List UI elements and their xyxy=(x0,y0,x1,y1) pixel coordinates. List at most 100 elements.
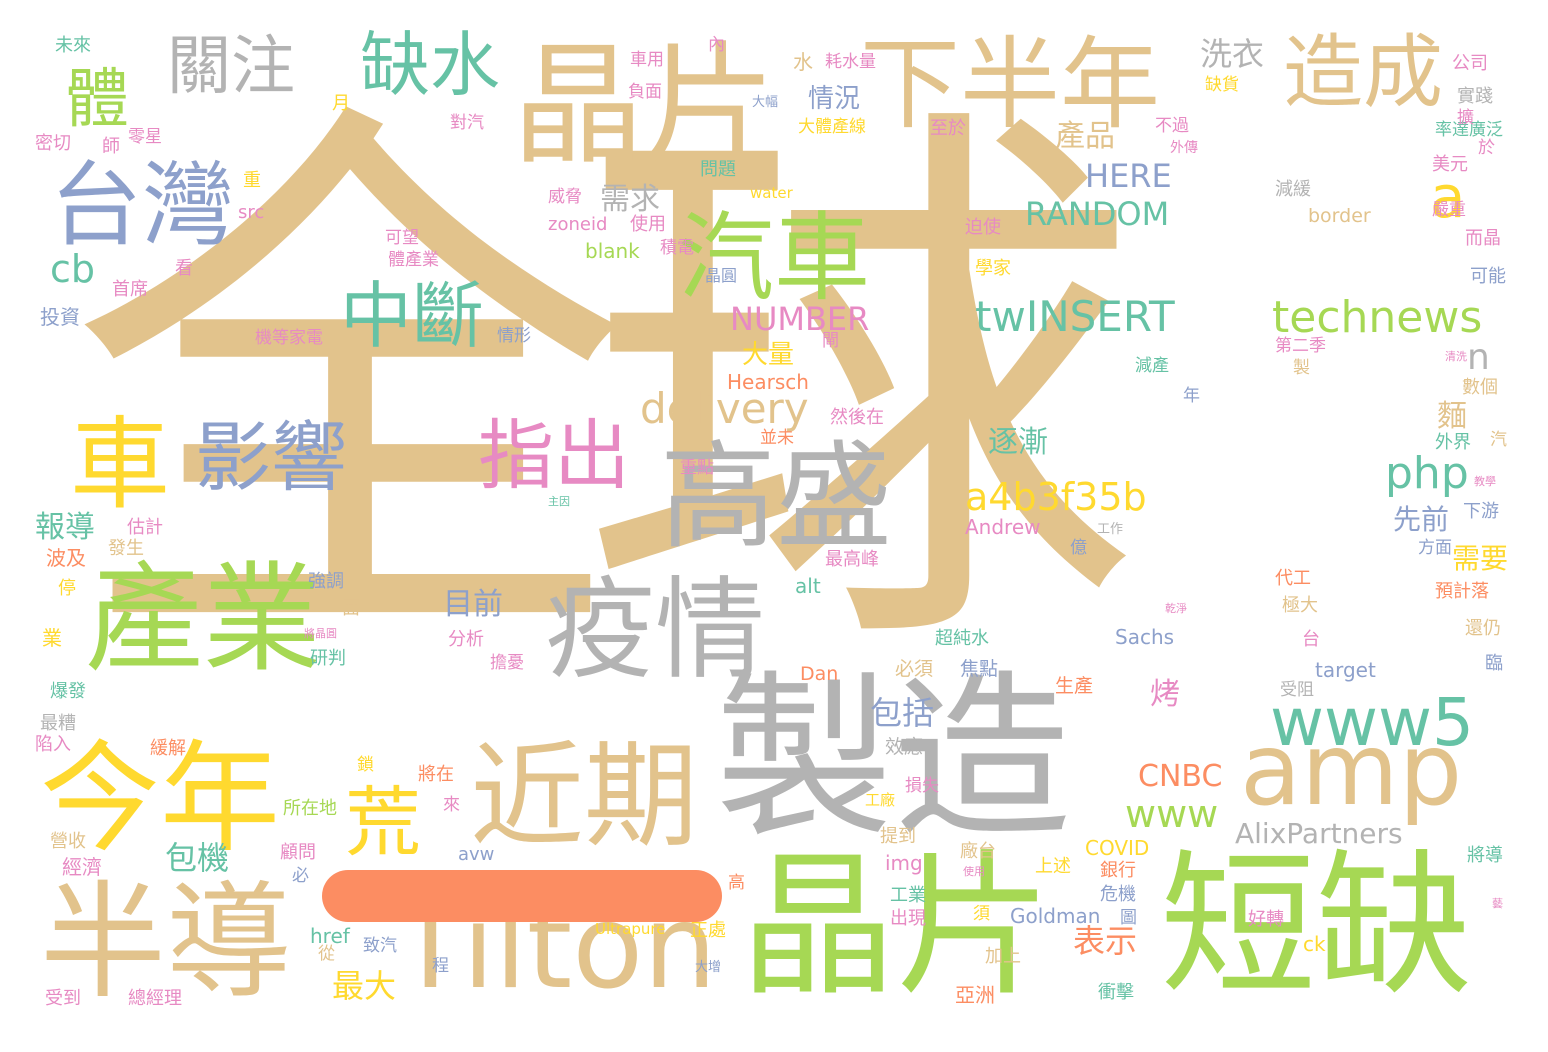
word-avw: avw xyxy=(458,846,494,864)
word-ye: 業 xyxy=(42,628,62,648)
word-dazeng: 大增 xyxy=(695,961,721,974)
word-mian: 麵 xyxy=(1437,402,1467,432)
word-jidian: 積電 xyxy=(660,240,694,257)
word-baokuo: 包括 xyxy=(870,697,934,729)
word-target: target xyxy=(1315,660,1376,680)
word-dan: Dan xyxy=(800,665,838,684)
word-fangmian: 方面 xyxy=(1418,540,1452,557)
word-fasheng: 發生 xyxy=(108,540,144,558)
word-taiwan: 台灣 xyxy=(50,160,234,252)
word-here: HERE xyxy=(1085,160,1172,192)
word-huanreng: 還仍 xyxy=(1465,620,1501,638)
word-qi: 汽 xyxy=(1490,432,1507,449)
word-chanye: 產業 xyxy=(85,560,321,678)
word-shengchan: 生產 xyxy=(1055,677,1093,696)
word-href: href xyxy=(310,926,350,946)
word-cb: cb xyxy=(50,250,95,288)
word-kan: 看 xyxy=(175,260,193,278)
word-zhujian: 逐漸 xyxy=(988,428,1048,458)
word-guanzhu: 關注 xyxy=(167,35,295,99)
word-zuigaofeng: 最高峰 xyxy=(825,551,879,569)
word-chongji: 衝擊 xyxy=(1098,984,1134,1002)
word-blank: blank xyxy=(585,241,640,261)
word-a4b3f35b: a4b3f35b xyxy=(965,478,1147,516)
word-tu: 圖 xyxy=(1120,910,1137,927)
word-cnbc: CNBC xyxy=(1138,762,1222,792)
word-zuizao: 最糟 xyxy=(40,715,76,733)
word-keneng: 可能 xyxy=(1470,268,1506,286)
word-wailun: 外傳 xyxy=(1170,141,1198,155)
word-kewang: 可望 xyxy=(385,230,419,247)
word-fumian: 負面 xyxy=(628,84,662,101)
word-meiyuan: 美元 xyxy=(1432,156,1468,174)
word-number: NUMBER xyxy=(730,303,869,335)
word-gongsi: 公司 xyxy=(1452,55,1488,73)
word-jiajing: 加上 xyxy=(985,948,1021,966)
word-xianqian: 先前 xyxy=(1393,506,1449,534)
word-jidengjiadian: 機等家電 xyxy=(255,330,323,347)
word-yinhang: 銀行 xyxy=(1100,862,1136,880)
word-twinsert: twINSERT xyxy=(975,296,1175,338)
word-suozaidi: 所在地 xyxy=(283,800,337,818)
word-yanpan: 研判 xyxy=(310,650,346,668)
orange-dash-glyph xyxy=(322,870,722,922)
word-xuejia: 學家 xyxy=(975,260,1011,278)
word-kuo: 擴 xyxy=(1457,110,1474,127)
word-yujidang: 預計落 xyxy=(1435,583,1489,601)
word-zhichu: 指出 xyxy=(478,418,630,494)
word-qiangdiao: 強調 xyxy=(308,573,344,591)
word-yingxiang: 影響 xyxy=(195,420,347,496)
word-tai: 台 xyxy=(1302,631,1320,649)
word-dierji: 第二季 xyxy=(1275,338,1326,355)
word-zhuanshou: 營收 xyxy=(50,833,86,851)
word-shi: 師 xyxy=(102,138,120,156)
word-gongzuo: 工作 xyxy=(1097,523,1123,536)
word-shouxi: 首席 xyxy=(112,281,148,299)
word-hearsch: Hearsch xyxy=(727,372,809,392)
word-cheng: 程 xyxy=(432,958,449,975)
word-ultrapure: Ultrapure xyxy=(595,922,665,937)
word-zhongjing: 將晶圓 xyxy=(304,628,337,639)
word-chexing: 車用 xyxy=(630,52,664,69)
word-xianru: 陷入 xyxy=(35,736,71,754)
word-datichanxian: 大體產線 xyxy=(798,119,866,136)
word-qingkuang: 情況 xyxy=(808,86,860,112)
word-yu: 於 xyxy=(1478,140,1495,157)
word-andrew: Andrew xyxy=(965,517,1041,537)
word-gai: 閘 xyxy=(822,333,839,350)
word-goldman: Goldman xyxy=(1010,906,1100,926)
word-gao: 高 xyxy=(728,875,745,892)
word-ck: ck xyxy=(1303,934,1326,954)
word-xiayou: 下游 xyxy=(1463,503,1499,521)
word-shoudao: 受到 xyxy=(45,990,81,1008)
word-xuyao: 需要 xyxy=(1452,545,1508,573)
word-shiyong: 使用 xyxy=(630,216,666,234)
word-jiangdao: 將導 xyxy=(1467,847,1503,865)
word-ganjing: 乾淨 xyxy=(1165,603,1187,614)
word-zhongduan: 中斷 xyxy=(340,280,484,352)
word-mianlai: 面 xyxy=(342,600,360,618)
word-baofa: 爆發 xyxy=(50,683,86,701)
word-kao: 烤 xyxy=(1150,680,1180,710)
word-touzi: 投資 xyxy=(40,307,80,327)
word-water: water xyxy=(750,186,793,201)
word-zhiyu: 至於 xyxy=(930,120,966,138)
word-fenxi: 分析 xyxy=(448,631,484,649)
word-bingwei: 並未 xyxy=(760,430,794,447)
word-che: 車 xyxy=(70,415,170,515)
word-biaoshi: 表示 xyxy=(1073,925,1137,957)
word-baodao: 報導 xyxy=(35,513,95,543)
word-queshui: 缺水 xyxy=(360,30,500,100)
word-jinqi: 近期 xyxy=(470,740,698,854)
word-cong: 從 xyxy=(318,946,335,963)
word-jiaodian: 焦點 xyxy=(960,660,998,679)
word-zuida: 最大 xyxy=(332,970,396,1002)
word-zhi: 製 xyxy=(1293,360,1310,377)
word-shiyong2: 使用 xyxy=(963,866,985,877)
word-sachs: Sachs xyxy=(1115,627,1174,647)
word-suo: 鎖 xyxy=(357,757,374,774)
word-zaocheng: 造成 xyxy=(1283,33,1443,113)
word-jiangzai: 將在 xyxy=(418,766,454,784)
word-haoshuiliang: 耗水量 xyxy=(825,54,876,71)
